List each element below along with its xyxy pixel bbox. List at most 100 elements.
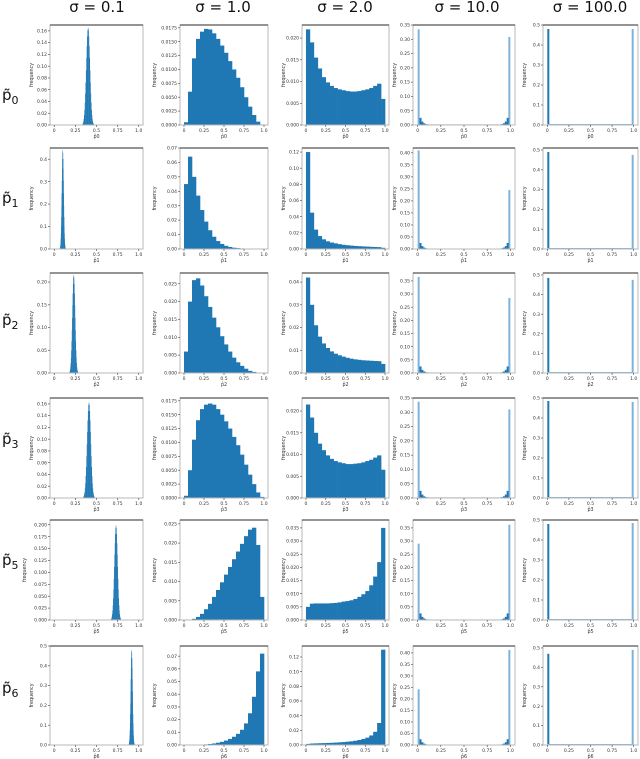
svg-text:0.5: 0.5 [587,623,594,629]
svg-text:0.00: 0.00 [400,496,410,502]
svg-text:0.2: 0.2 [533,704,540,710]
row-label-sub: 0 [11,94,19,107]
histogram-panel: 0.00 0.05 0.10 0.15 0.20 0.25 0.30 0.35 0 0.25 0.5… [392,396,516,513]
row-label-sub: 5 [11,559,19,572]
svg-text:0.25: 0.25 [199,623,209,629]
histogram-bars [82,27,94,126]
y-axis-label: frequency [522,63,528,87]
histogram-bars [417,401,511,498]
x-axis-label: p̂0 [221,134,227,140]
histogram-panel: 0.0 0.1 0.2 0.3 0.4 0 0.25 0.5 0.75 1.0 p̂1 frequen… [29,147,144,264]
y-axis-label: frequency [152,63,158,87]
svg-text:0.75: 0.75 [239,748,249,754]
svg-text:0: 0 [546,376,549,382]
svg-text:0.5: 0.5 [40,644,47,650]
svg-text:0.01: 0.01 [289,348,299,354]
svg-text:0.25: 0.25 [70,128,80,134]
x-axis-label: p̂6 [587,754,593,759]
histogram-bars [305,527,386,620]
svg-text:0.0125: 0.0125 [161,53,177,59]
histogram-panel: 0.0000 0.0025 0.0050 0.0075 0.0100 0.0125 0.01… [152,397,269,513]
svg-text:0: 0 [53,501,56,507]
svg-text:0: 0 [546,623,549,629]
histogram-bars [305,29,386,126]
svg-text:0.25: 0.25 [400,186,410,192]
svg-text:0.75: 0.75 [239,128,249,134]
y-axis-ticks: 0.00 0.01 0.02 0.03 0.04 0.05 0.06 0.07 [167,654,180,749]
svg-text:0.4: 0.4 [533,167,540,173]
histogram-bars [417,276,511,373]
svg-text:1.0: 1.0 [135,748,142,754]
svg-text:1.0: 1.0 [260,748,267,754]
svg-text:0.06: 0.06 [167,666,177,672]
svg-text:1.0: 1.0 [260,501,267,507]
x-axis-label: p̂2 [587,382,593,388]
svg-text:0.75: 0.75 [607,748,617,754]
svg-text:1.0: 1.0 [630,501,637,507]
svg-text:0: 0 [305,501,308,507]
row-label-p5: p̃5 [2,551,42,572]
svg-text:0.010: 0.010 [286,591,299,597]
x-axis-label: p̂0 [587,134,593,140]
svg-text:0.00: 0.00 [289,247,299,253]
svg-text:0.25: 0.25 [436,501,446,507]
svg-text:0.75: 0.75 [360,128,370,134]
svg-text:0.25: 0.25 [400,305,410,311]
svg-text:0.35: 0.35 [400,662,410,668]
svg-text:0.75: 0.75 [360,376,370,382]
svg-text:0.25: 0.25 [564,501,574,507]
svg-text:0.4: 0.4 [40,663,47,669]
svg-text:0.5: 0.5 [587,128,594,134]
histogram-panel: 0.0 0.1 0.2 0.3 0.4 0.5 0 0.25 0.5 0.75 1.0 p̂6 freq… [29,644,144,759]
x-axis-ticks: 0 0.25 0.5 0.75 1.0 [305,745,389,754]
svg-text:0.0075: 0.0075 [161,454,177,460]
svg-text:0.07: 0.07 [167,146,177,152]
svg-text:0.75: 0.75 [360,252,370,258]
svg-text:0.1: 0.1 [533,351,540,357]
y-axis-ticks: 0.0 0.1 0.2 0.3 0.4 0.5 [533,396,543,502]
x-axis-label: p̂1 [461,258,467,264]
svg-text:0.12: 0.12 [37,425,47,431]
histogram-panel: 0.0 0.1 0.2 0.3 0.4 0.5 0 0.25 0.5 0.75 1.0 p̂6 freq… [522,645,639,759]
svg-text:0.00: 0.00 [37,496,47,502]
axes-frame [412,147,516,250]
axes-frame [542,24,639,126]
histogram-bars [83,402,95,498]
svg-text:0.40: 0.40 [400,651,410,657]
svg-text:0.2: 0.2 [533,83,540,89]
svg-text:0.010: 0.010 [286,79,299,85]
x-axis-ticks: 0 0.25 0.5 0.75 1.0 [416,373,514,382]
svg-text:0.5: 0.5 [533,23,540,29]
row-label-p2: p̃2 [2,311,42,332]
svg-text:0.35: 0.35 [400,278,410,284]
histogram-bars [128,649,135,745]
y-axis-ticks: 0.0 0.1 0.2 0.3 0.4 0.5 [40,644,50,749]
svg-text:0: 0 [183,128,186,134]
histogram-bars [547,523,634,620]
svg-text:0.5: 0.5 [587,748,594,754]
svg-text:0.25: 0.25 [564,376,574,382]
svg-text:0.5: 0.5 [587,252,594,258]
svg-text:0.12: 0.12 [289,655,299,661]
svg-text:0.0100: 0.0100 [161,67,177,73]
svg-text:0.04: 0.04 [167,189,177,195]
svg-text:0.03: 0.03 [289,302,299,308]
svg-text:0.04: 0.04 [37,472,47,478]
svg-text:0.5: 0.5 [533,148,540,154]
x-axis-ticks: 0 0.25 0.5 0.75 1.0 [305,498,389,507]
svg-text:0.0: 0.0 [40,247,47,253]
svg-text:0.75: 0.75 [482,748,492,754]
svg-text:0.75: 0.75 [482,623,492,629]
svg-text:0.35: 0.35 [400,525,410,531]
svg-text:0.75: 0.75 [113,501,123,507]
histogram-bars [305,649,386,745]
y-axis-label: frequency [392,63,398,87]
histogram-bars [547,401,634,498]
svg-text:0.08: 0.08 [289,684,299,690]
histogram-panel: 0.0 0.1 0.2 0.3 0.4 0.5 0 0.25 0.5 0.75 1.0 p̂2 freq… [522,272,639,388]
svg-text:0.75: 0.75 [360,623,370,629]
svg-text:0.08: 0.08 [289,182,299,188]
histogram-panel: 0.000 0.005 0.010 0.015 0.020 0 0.25 0.5 0.75 1.0… [281,397,390,513]
axes-frame [301,645,390,746]
svg-text:0.30: 0.30 [400,174,410,180]
